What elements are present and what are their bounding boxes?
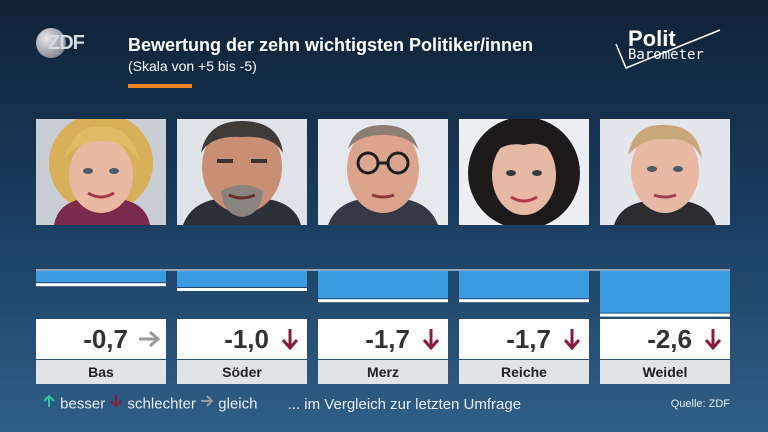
bar-end-line bbox=[459, 299, 589, 303]
politician-name: Söder bbox=[177, 360, 307, 384]
bar-reiche bbox=[459, 271, 589, 299]
bar-end-line bbox=[177, 288, 307, 291]
politbarometer-line1: Polit bbox=[628, 26, 676, 51]
portrait-bas bbox=[36, 119, 166, 225]
politbarometer-line2: Barometer bbox=[628, 47, 704, 63]
bar-end-line bbox=[36, 283, 166, 287]
legend-worse: schlechter bbox=[127, 395, 196, 413]
value-label: -1,7 bbox=[365, 324, 410, 354]
bar-end-line bbox=[318, 299, 448, 303]
value-label: -0,7 bbox=[83, 324, 128, 354]
zdf-logo: ZDF bbox=[36, 28, 92, 60]
legend-better: besser bbox=[60, 395, 106, 413]
chart-legend: besser schlechter gleich ... im Vergleic… bbox=[42, 394, 521, 413]
legend-same: gleich bbox=[218, 395, 258, 413]
arrow-right-icon bbox=[201, 395, 214, 407]
politician-name: Merz bbox=[318, 360, 448, 384]
arrow-down-icon bbox=[110, 395, 123, 408]
title-accent-line bbox=[128, 84, 192, 88]
arrow-down-icon bbox=[281, 329, 299, 351]
bar-söder bbox=[177, 271, 307, 287]
legend-note: ... im Vergleich zur letzten Umfrage bbox=[287, 395, 522, 413]
portrait-weidel bbox=[600, 119, 730, 225]
value-box-0: -0,7 bbox=[36, 319, 166, 359]
bar-weidel bbox=[600, 271, 730, 313]
value-label: -2,6 bbox=[647, 324, 692, 354]
politician-name: Weidel bbox=[600, 360, 730, 384]
value-box-2: -1,7 bbox=[318, 319, 448, 359]
politbarometer-logo: Polit Barometer bbox=[612, 24, 732, 72]
value-box-1: -1,0 bbox=[177, 319, 307, 359]
portrait-reiche bbox=[459, 119, 589, 225]
arrow-down-icon bbox=[563, 329, 581, 351]
bar-chart bbox=[36, 269, 730, 317]
politician-name: Reiche bbox=[459, 360, 589, 384]
portrait-soeder bbox=[177, 119, 307, 225]
value-label: -1,0 bbox=[224, 324, 269, 354]
value-label: -1,7 bbox=[506, 324, 551, 354]
value-box-3: -1,7 bbox=[459, 319, 589, 359]
zdf-logo-text: ZDF bbox=[48, 32, 85, 54]
arrow-down-icon bbox=[422, 329, 440, 351]
chart-subtitle: (Skala von +5 bis -5) bbox=[128, 58, 257, 74]
value-box-4: -2,6 bbox=[600, 319, 730, 359]
arrow-right-icon bbox=[139, 330, 161, 348]
source-note: Quelle: ZDF bbox=[670, 398, 730, 410]
politician-name: Bas bbox=[36, 360, 166, 384]
politbarometer-check-icon bbox=[615, 29, 721, 69]
arrow-up-icon bbox=[43, 394, 55, 407]
zdf-logo-sphere bbox=[36, 28, 66, 58]
arrow-down-icon bbox=[704, 329, 722, 351]
bar-end-line bbox=[600, 313, 730, 317]
bar-bas bbox=[36, 271, 166, 283]
chart-title: Bewertung der zehn wichtigsten Politiker… bbox=[128, 35, 534, 55]
portrait-merz bbox=[318, 119, 448, 225]
bar-merz bbox=[318, 271, 448, 299]
